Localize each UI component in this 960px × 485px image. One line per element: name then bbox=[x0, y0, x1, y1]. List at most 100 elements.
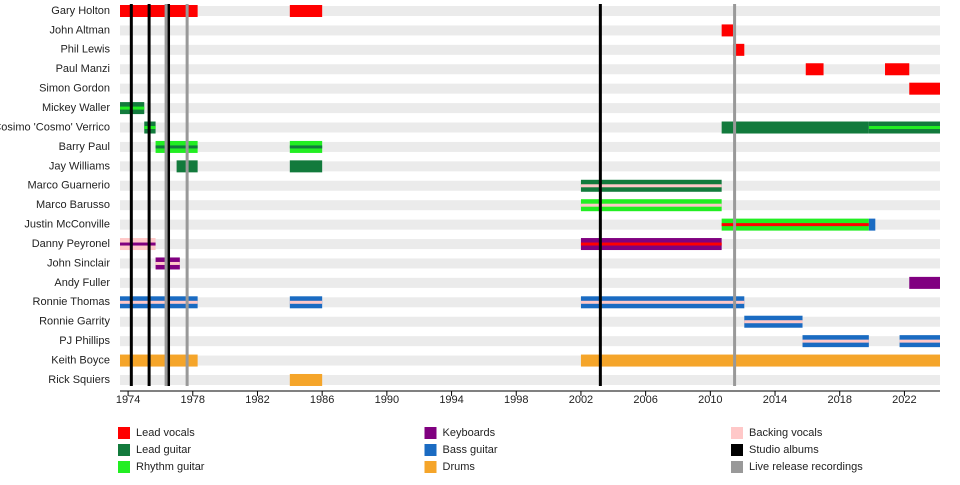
tenure-stripe bbox=[580, 300, 745, 304]
member-name: Cosimo 'Cosmo' Verrico bbox=[0, 121, 110, 133]
tenure-stripe bbox=[802, 339, 869, 343]
row-band bbox=[120, 122, 940, 133]
tenure-stripe bbox=[744, 320, 803, 324]
member-name: Marco Barusso bbox=[36, 199, 110, 211]
row-band bbox=[120, 25, 940, 36]
member-name: Marco Guarnerio bbox=[27, 180, 110, 192]
member-name: Danny Peyronel bbox=[32, 238, 110, 250]
x-tick-label: 1978 bbox=[181, 394, 205, 406]
tenure-stripe bbox=[580, 184, 722, 188]
tenure-bar bbox=[289, 5, 323, 17]
legend-swatch bbox=[424, 427, 437, 439]
legend-label: Studio albums bbox=[749, 444, 819, 456]
legend-swatch bbox=[118, 461, 130, 473]
member-name: Jay Williams bbox=[49, 160, 111, 172]
legend-swatch bbox=[118, 444, 130, 456]
row-band bbox=[120, 219, 940, 230]
row-band bbox=[120, 374, 940, 385]
tenure-stripe bbox=[289, 300, 323, 304]
tenure-stripe bbox=[289, 145, 323, 149]
tenure-stripe bbox=[580, 242, 722, 246]
legend-label: Lead vocals bbox=[136, 427, 195, 439]
member-name: Keith Boyce bbox=[51, 354, 110, 366]
x-tick-label: 2018 bbox=[827, 394, 851, 406]
tenure-stripe bbox=[868, 126, 940, 130]
row-band bbox=[120, 355, 940, 366]
member-name: Simon Gordon bbox=[39, 83, 110, 95]
tenure-bar bbox=[909, 276, 940, 289]
x-tick-label: 2010 bbox=[698, 394, 722, 406]
member-name: Ronnie Garrity bbox=[39, 316, 110, 328]
member-name: Gary Holton bbox=[51, 5, 110, 17]
member-name: John Altman bbox=[49, 24, 110, 36]
member-name: PJ Phillips bbox=[59, 335, 110, 347]
x-tick-label: 2002 bbox=[569, 394, 593, 406]
x-tick-label: 1998 bbox=[504, 394, 528, 406]
tenure-bar bbox=[120, 5, 198, 17]
legend-label: Lead guitar bbox=[136, 444, 191, 456]
row-band bbox=[120, 64, 940, 75]
member-name: Mickey Waller bbox=[42, 102, 110, 114]
row-band bbox=[120, 103, 940, 114]
legend-swatch bbox=[731, 444, 743, 456]
row-band bbox=[120, 161, 940, 172]
row-band bbox=[120, 258, 940, 269]
x-tick-label: 1994 bbox=[439, 394, 463, 406]
member-name: Paul Manzi bbox=[56, 63, 110, 75]
tenure-stripe bbox=[155, 145, 198, 149]
legend-label: Live release recordings bbox=[749, 461, 863, 473]
row-band bbox=[120, 6, 940, 16]
legend-swatch bbox=[731, 427, 743, 439]
x-tick-label: 2014 bbox=[763, 394, 787, 406]
legend-swatch bbox=[424, 444, 437, 456]
legend-swatch bbox=[731, 461, 743, 473]
member-name: Barry Paul bbox=[59, 141, 110, 153]
member-name: Ronnie Thomas bbox=[33, 296, 111, 308]
member-name: Phil Lewis bbox=[60, 44, 110, 56]
legend-label: Backing vocals bbox=[749, 427, 823, 439]
row-band bbox=[120, 200, 940, 211]
x-tick-label: 1986 bbox=[310, 394, 334, 406]
member-name: Justin McConville bbox=[24, 219, 110, 231]
row-band bbox=[120, 44, 940, 55]
tenure-bar bbox=[580, 354, 940, 367]
tenure-bar bbox=[289, 160, 323, 173]
x-tick-label: 1982 bbox=[245, 394, 269, 406]
legend-label: Rhythm guitar bbox=[136, 461, 205, 473]
tenure-stripe bbox=[721, 223, 869, 227]
legend-swatch bbox=[424, 461, 437, 473]
tenure-bar bbox=[120, 354, 198, 367]
row-band bbox=[120, 239, 940, 250]
tenure-stripe bbox=[580, 203, 722, 207]
tenure-stripe bbox=[120, 300, 198, 304]
tenure-stripe bbox=[120, 242, 156, 246]
x-tick-label: 2006 bbox=[633, 394, 657, 406]
member-name: John Sinclair bbox=[47, 257, 110, 269]
tenure-bar bbox=[721, 121, 869, 134]
member-name: Rick Squiers bbox=[48, 374, 110, 386]
legend-label: Keyboards bbox=[443, 427, 496, 439]
row-band bbox=[120, 141, 940, 152]
legend-label: Bass guitar bbox=[443, 444, 498, 456]
row-band bbox=[120, 277, 940, 288]
legend-swatch bbox=[118, 427, 130, 439]
x-tick-label: 1974 bbox=[116, 394, 140, 406]
member-name: Andy Fuller bbox=[54, 277, 110, 289]
row-band bbox=[120, 336, 940, 347]
tenure-stripe bbox=[899, 339, 940, 343]
row-band bbox=[120, 316, 940, 327]
tenure-bar bbox=[289, 373, 323, 386]
legend-label: Drums bbox=[443, 461, 476, 473]
tenure-bar bbox=[732, 43, 745, 56]
tenure-bar bbox=[868, 218, 876, 231]
x-tick-label: 2022 bbox=[892, 394, 916, 406]
tenure-bar bbox=[721, 24, 733, 37]
row-band bbox=[120, 83, 940, 94]
row-band bbox=[120, 180, 940, 191]
tenure-bar bbox=[909, 82, 940, 95]
row-band bbox=[120, 297, 940, 308]
tenure-bar bbox=[805, 63, 824, 76]
tenure-bar bbox=[885, 63, 910, 76]
x-tick-label: 1990 bbox=[375, 394, 399, 406]
